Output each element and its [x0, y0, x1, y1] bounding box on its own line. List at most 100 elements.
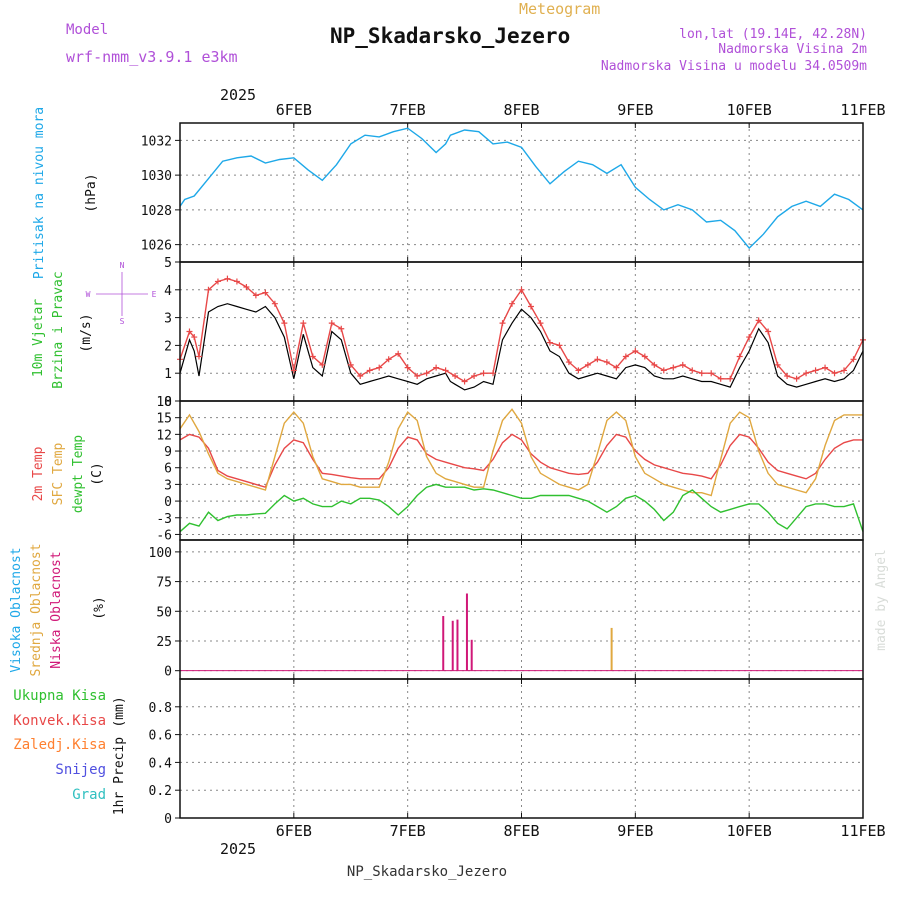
bottom-year-label: 2025	[220, 840, 256, 858]
cloud-side-label-high: Visoka Oblacnost	[9, 547, 24, 672]
gust-marker	[191, 334, 198, 341]
gust-marker	[556, 342, 563, 349]
y-tick-label: 1028	[141, 204, 172, 219]
y-tick-label: 0.2	[149, 784, 172, 799]
panel-frame	[179, 122, 864, 263]
model-elevation-label: Nadmorska Visina u modelu 34.0509m	[601, 59, 867, 74]
gust-marker	[641, 353, 648, 360]
pressure-unit: (hPa)	[84, 173, 99, 212]
gust-marker	[594, 356, 601, 363]
y-tick-label: 0	[164, 812, 172, 827]
y-tick-label: 9	[164, 445, 172, 460]
y-tick-label: 6	[164, 462, 172, 477]
gust-marker	[347, 361, 354, 368]
gust-marker	[527, 303, 534, 310]
gust-marker	[679, 361, 686, 368]
panel-frame	[179, 539, 864, 680]
gust-marker	[755, 317, 762, 324]
bottom-date-label: 7FEB	[390, 822, 426, 840]
cloud-side-label-mid: Srednja Oblacnost	[29, 543, 44, 676]
gust-marker	[518, 286, 525, 293]
gust-marker	[632, 347, 639, 354]
y-tick-label: -3	[156, 512, 172, 527]
panel-frame	[179, 400, 864, 541]
panel-wind: 0 1 2 3 4 5	[164, 256, 866, 410]
gust-marker	[480, 370, 487, 377]
gust-marker	[765, 328, 772, 335]
gust-marker	[727, 375, 734, 382]
y-tick-label: 1032	[141, 134, 172, 149]
y-tick-label: 1026	[141, 239, 172, 254]
gust-marker	[660, 367, 667, 374]
panel-pressure: 1026 1028 1030 1032	[141, 122, 864, 263]
series-line-dewpoint	[179, 483, 864, 533]
gust-marker	[490, 370, 497, 377]
y-tick-label: 4	[164, 284, 172, 299]
gust-marker	[214, 278, 221, 285]
gust-marker	[271, 300, 278, 307]
gust-marker	[262, 289, 269, 296]
y-tick-label: 0.4	[149, 756, 173, 771]
gust-marker	[622, 353, 629, 360]
top-date-label: 6FEB	[276, 101, 312, 119]
gust-marker	[717, 375, 724, 382]
gust-marker	[233, 278, 240, 285]
watermark: made by Angel	[874, 549, 889, 651]
gust-marker	[822, 364, 829, 371]
y-tick-label: 15	[156, 412, 172, 427]
series-line-sfc_temp	[179, 408, 863, 497]
gust-marker	[252, 292, 259, 299]
gust-marker	[433, 364, 440, 371]
y-tick-label: 5	[164, 256, 172, 271]
gust-marker	[565, 359, 572, 366]
gust-marker	[300, 320, 307, 327]
gust-marker	[461, 378, 468, 385]
panel-frame	[179, 678, 864, 819]
temp-unit: (C)	[90, 462, 105, 485]
top-date-label: 11FEB	[840, 101, 885, 119]
panel-precipitation: 0 0.2 0.4 0.6 0.8	[149, 678, 864, 827]
y-tick-label: -6	[156, 528, 172, 543]
gust-marker	[357, 372, 364, 379]
compass-e: E	[152, 290, 157, 299]
gust-marker	[290, 367, 297, 374]
meteogram-label: Meteogram	[519, 0, 600, 18]
gust-marker	[499, 320, 506, 327]
gust-marker	[471, 372, 478, 379]
y-tick-label: 0.8	[149, 701, 172, 716]
gust-marker	[452, 372, 459, 379]
elevation-label: Nadmorska Visina 2m	[718, 42, 867, 57]
gust-marker	[395, 350, 402, 357]
y-tick-label: 75	[156, 576, 172, 591]
model-label: Model	[66, 22, 108, 38]
gust-marker	[328, 320, 335, 327]
y-tick-label: 1	[164, 367, 172, 382]
y-tick-label: 2	[164, 339, 172, 354]
y-tick-label: 50	[156, 605, 172, 620]
wind-compass-rose: N W E S	[86, 261, 157, 326]
precip-unit: (mm)	[112, 696, 127, 727]
temp-side-label-sfc: SFC Temp	[51, 443, 66, 506]
footer-station: NP_Skadarsko_Jezero	[347, 864, 507, 880]
gust-marker	[319, 361, 326, 368]
gust-marker	[793, 375, 800, 382]
gust-marker	[205, 286, 212, 293]
pressure-side-label: Pritisak na nivou mora	[32, 107, 47, 279]
panel-cloud_cover: 0 25 50 75 100	[149, 539, 864, 680]
gust-marker	[746, 334, 753, 341]
y-tick-label: 3	[164, 478, 172, 493]
bottom-date-label: 9FEB	[617, 822, 653, 840]
compass-w: W	[86, 290, 91, 299]
cloud-unit: (%)	[92, 596, 107, 619]
gust-marker	[537, 320, 544, 327]
y-tick-label: 18	[156, 395, 172, 410]
bottom-date-label: 8FEB	[503, 822, 539, 840]
legend-conv-precip: Konvek.Kisa	[13, 713, 106, 729]
bottom-date-label: 10FEB	[727, 822, 772, 840]
gust-marker	[376, 364, 383, 371]
gust-marker	[281, 320, 288, 327]
cloud-side-label-low: Niska Oblacnost	[49, 551, 64, 668]
y-tick-label: 1030	[141, 169, 172, 184]
legend-snow: Snijeg	[55, 762, 106, 778]
